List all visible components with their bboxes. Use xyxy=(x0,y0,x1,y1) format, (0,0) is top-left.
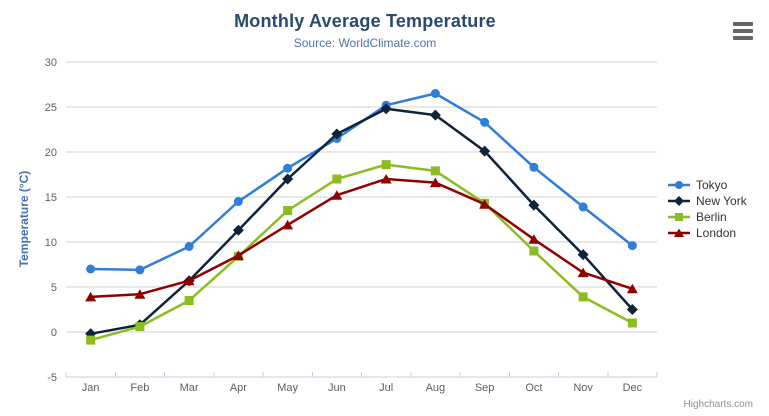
diamond-marker-icon xyxy=(668,196,690,206)
series-tokyo[interactable] xyxy=(86,89,637,275)
svg-text:Jan: Jan xyxy=(82,382,100,394)
series-london[interactable] xyxy=(85,174,638,302)
hamburger-icon[interactable] xyxy=(733,22,753,40)
hamburger-bar xyxy=(733,36,753,40)
svg-text:Jun: Jun xyxy=(328,382,346,394)
svg-text:Dec: Dec xyxy=(623,382,643,394)
svg-text:25: 25 xyxy=(45,102,57,114)
svg-text:10: 10 xyxy=(45,237,57,249)
legend-item-tokyo[interactable]: Tokyo xyxy=(667,177,747,193)
svg-text:Jul: Jul xyxy=(379,382,393,394)
circle-marker-icon xyxy=(668,181,690,189)
legend-label: Tokyo xyxy=(696,178,728,192)
hamburger-bar xyxy=(733,22,753,26)
svg-text:Feb: Feb xyxy=(130,382,149,394)
chart-title: Monthly Average Temperature xyxy=(234,11,496,31)
chart-subtitle: Source: WorldClimate.com xyxy=(293,36,437,50)
y-axis-title: Temperature (°C) xyxy=(17,170,31,268)
legend-label: New York xyxy=(696,194,747,208)
triangle-marker-icon xyxy=(668,228,690,237)
svg-text:Apr: Apr xyxy=(230,382,247,394)
svg-text:Mar: Mar xyxy=(180,382,199,394)
legend-label: Berlin xyxy=(696,210,727,224)
legend-item-london[interactable]: London xyxy=(667,225,747,241)
legend-label: London xyxy=(696,226,737,240)
series-new-york[interactable] xyxy=(85,103,638,340)
svg-text:0: 0 xyxy=(51,327,57,339)
svg-text:-5: -5 xyxy=(47,372,57,384)
svg-text:30: 30 xyxy=(45,57,57,69)
svg-text:Aug: Aug xyxy=(426,382,446,394)
svg-text:20: 20 xyxy=(45,147,57,159)
series-berlin[interactable] xyxy=(86,160,637,345)
svg-text:15: 15 xyxy=(45,192,57,204)
square-marker-icon xyxy=(668,213,690,221)
legend-item-berlin[interactable]: Berlin xyxy=(667,209,747,225)
gridlines xyxy=(66,61,657,378)
svg-text:5: 5 xyxy=(51,282,57,294)
credits-link[interactable]: Highcharts.com xyxy=(683,399,753,410)
legend-item-new-york[interactable]: New York xyxy=(667,193,747,209)
y-axis-labels: -5 0 5 10 15 20 25 30 xyxy=(45,57,57,384)
legend: Tokyo New York Berlin London xyxy=(667,177,747,241)
svg-text:Oct: Oct xyxy=(525,382,542,394)
x-axis-labels: Jan Feb Mar Apr May Jun Jul Aug Sep Oct Nov Dec xyxy=(82,382,643,394)
x-axis xyxy=(65,372,658,378)
svg-text:Nov: Nov xyxy=(573,382,593,394)
svg-text:May: May xyxy=(277,382,298,394)
svg-text:Sep: Sep xyxy=(475,382,495,394)
hamburger-bar xyxy=(733,29,753,33)
